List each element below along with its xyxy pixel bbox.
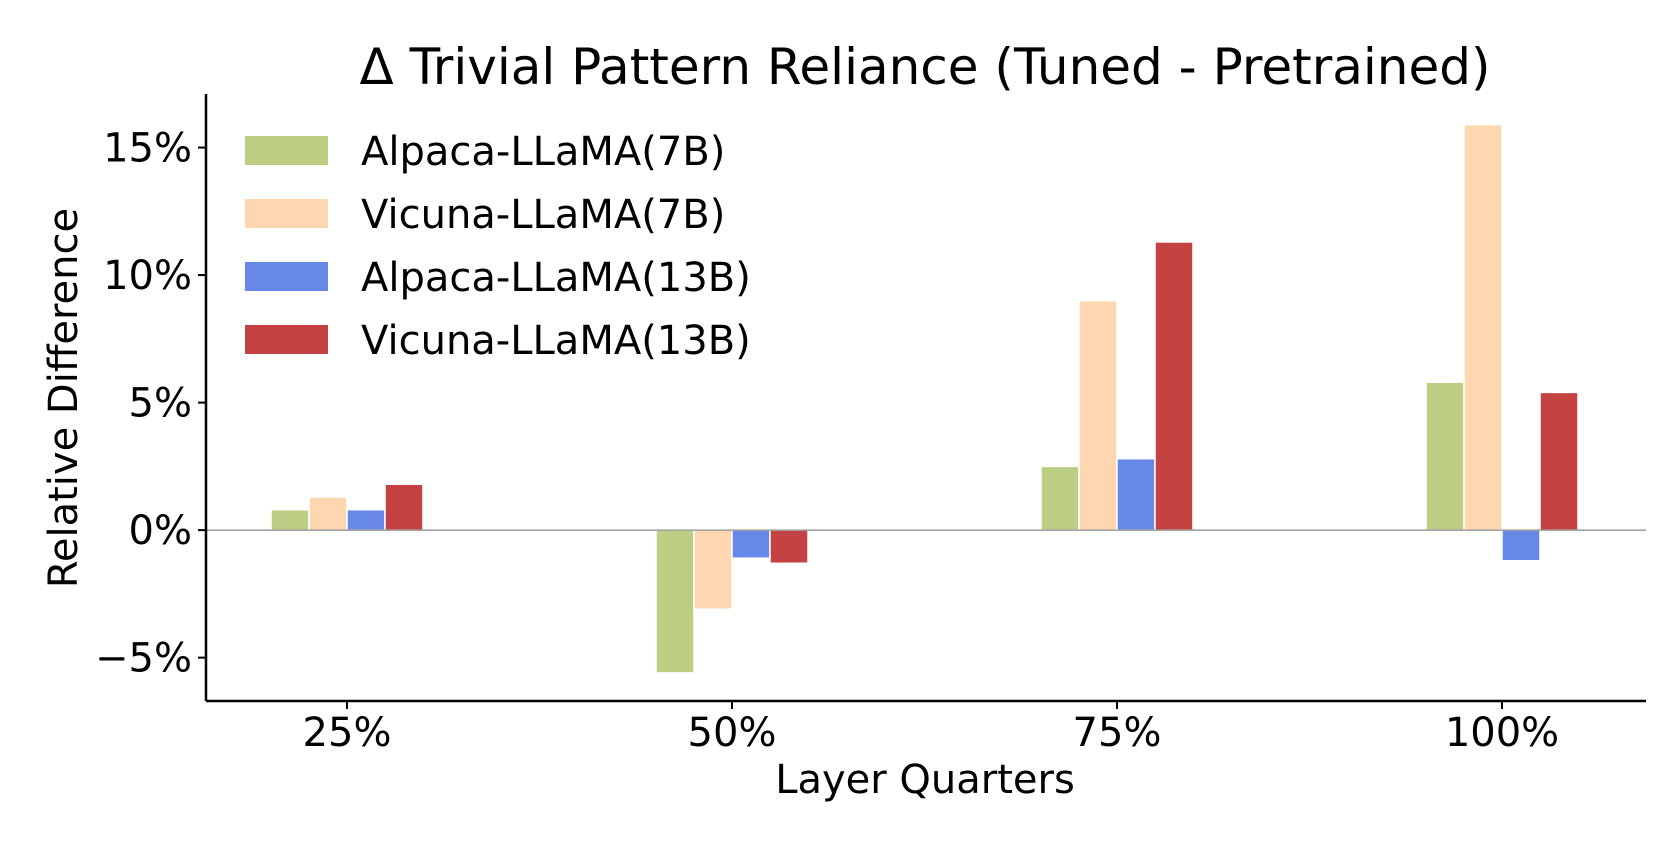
y-tick-label: 5%: [129, 381, 192, 427]
legend-label: Alpaca-LLaMA(13B): [361, 255, 751, 301]
bar: [1425, 381, 1465, 531]
y-tick-label: 15%: [103, 126, 192, 172]
x-ticks: 25% 50% 75% 100%: [303, 701, 1559, 756]
bar: [308, 496, 348, 531]
bar: [384, 483, 424, 531]
bar: [346, 508, 386, 531]
legend-label: Alpaca-LLaMA(7B): [361, 129, 725, 175]
axes: [204, 94, 1646, 703]
x-tick-label: 75%: [1073, 710, 1162, 756]
x-tick-label: 100%: [1445, 710, 1559, 756]
bar: [769, 529, 809, 565]
x-tick-label: 50%: [688, 710, 777, 756]
x-axis-label: Layer Quarters: [775, 757, 1075, 803]
legend-label: Vicuna-LLaMA(13B): [361, 318, 751, 364]
bar: [1040, 465, 1080, 531]
y-tick-label: −5%: [95, 636, 192, 682]
bar: [655, 529, 695, 674]
y-tick-label: 0%: [129, 508, 192, 554]
legend: Alpaca-LLaMA(7B) Vicuna-LLaMA(7B) Alpaca-L…: [245, 129, 751, 364]
bar: [1154, 241, 1194, 531]
y-ticks: −5% 0% 5% 10% 15%: [95, 126, 206, 682]
legend-swatch: [245, 136, 328, 165]
bar: [693, 529, 733, 610]
x-tick-label: 25%: [303, 710, 392, 756]
chart-title: Δ Trivial Pattern Reliance (Tuned - Pret…: [360, 38, 1491, 96]
plot-area: [206, 123, 1646, 674]
bar: [1463, 123, 1503, 531]
bar: [1116, 457, 1156, 531]
legend-swatch: [245, 325, 328, 354]
bar: [731, 529, 771, 559]
bar: [1501, 529, 1541, 562]
y-axis-label: Relative Difference: [41, 208, 87, 588]
bar: [270, 508, 310, 531]
legend-swatch: [245, 262, 328, 291]
legend-label: Vicuna-LLaMA(7B): [361, 192, 725, 238]
bar: [1078, 299, 1118, 531]
y-tick-label: 10%: [103, 253, 192, 299]
legend-swatch: [245, 199, 328, 228]
bar: [1539, 391, 1579, 531]
